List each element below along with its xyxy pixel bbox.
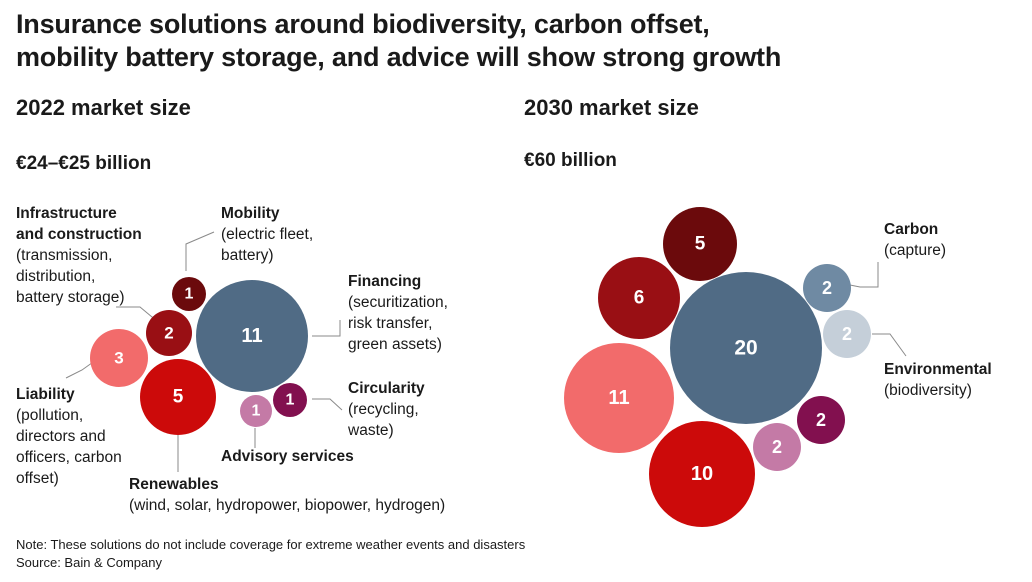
label-circularity-head: Circularity <box>348 380 425 397</box>
total-2022: €24–€25 billion <box>16 153 152 174</box>
label-liability-sub-4: offset) <box>16 470 59 487</box>
bubble-2030-liability <box>564 343 674 453</box>
bubble-value-2030-liability: 11 <box>608 387 629 409</box>
bubble-value-2022-financing: 11 <box>241 325 262 347</box>
label-carbon-head: Carbon <box>884 221 939 238</box>
leader-mobility <box>185 231 215 271</box>
label-mobility-sub-1: (electric fleet, <box>221 226 314 243</box>
label-environmental: Environmental (biodiversity) <box>884 359 992 401</box>
label-liability-head: Liability <box>16 386 75 403</box>
bubble-value-2030-carbon: 2 <box>822 278 832 298</box>
label-renewables-sub-1: (wind, solar, hydropower, biopower, hydr… <box>129 497 446 514</box>
label-advisory-head: Advisory services <box>221 448 354 465</box>
bubble-value-2022-advisory-services: 1 <box>252 403 261 420</box>
bubble-value-2030-circularity: 2 <box>816 410 826 430</box>
title-line-2: mobility battery storage, and advice wil… <box>16 42 782 72</box>
label-financing-sub-3: green assets) <box>348 336 442 353</box>
bubble-2030-advisory-services <box>753 423 801 471</box>
bubble-2030-environmental <box>823 310 871 358</box>
label-carbon-sub-1: (capture) <box>884 242 947 259</box>
label-liability-sub-3: officers, carbon <box>16 449 122 466</box>
bubble-2022-circularity <box>273 383 307 417</box>
label-liability: Liability (pollution, directors and offi… <box>16 384 122 489</box>
panel-title-2030: 2030 market size <box>524 95 699 120</box>
label-mobility-sub-2: battery) <box>221 247 274 264</box>
bubble-2022-mobility <box>172 277 206 311</box>
leader-lines <box>65 231 907 472</box>
leader-carbon <box>849 262 879 288</box>
label-liability-sub-2: directors and <box>16 428 106 445</box>
note-text: Note: These solutions do not include cov… <box>16 537 526 552</box>
bubble-value-2022-infrastructure-and-construction: 2 <box>164 324 173 343</box>
bubble-2030-mobility <box>663 207 737 281</box>
label-circularity-sub-1: (recycling, <box>348 401 419 418</box>
label-advisory: Advisory services <box>221 446 354 467</box>
bubble-value-2030-mobility: 5 <box>695 234 706 255</box>
leader-financing <box>312 320 341 337</box>
bubble-value-2022-liability: 3 <box>114 349 123 368</box>
leader-environmental <box>872 333 907 357</box>
bubble-value-2022-mobility: 1 <box>185 286 194 303</box>
bubble-2030-carbon <box>803 264 851 312</box>
label-environmental-sub-1: (biodiversity) <box>884 382 972 399</box>
bubble-2030-infrastructure-and-construction <box>598 257 680 339</box>
label-mobility: Mobility (electric fleet, battery) <box>221 203 313 266</box>
bubble-value-2022-circularity: 1 <box>286 392 295 409</box>
chart-title: Insurance solutions around biodiversity,… <box>16 8 1016 74</box>
label-carbon: Carbon (capture) <box>884 219 946 261</box>
bubble-value-2030-advisory-services: 2 <box>772 437 782 457</box>
label-financing: Financing (securitization, risk transfer… <box>348 271 448 355</box>
label-liability-sub-1: (pollution, <box>16 407 84 424</box>
bubble-2022-infrastructure-and-construction <box>146 310 192 356</box>
total-2030: €60 billion <box>524 150 617 171</box>
title-line-1: Insurance solutions around biodiversity,… <box>16 9 710 39</box>
label-renewables: Renewables (wind, solar, hydropower, bio… <box>129 474 445 516</box>
label-mobility-head: Mobility <box>221 205 280 222</box>
label-circularity-sub-2: waste) <box>348 422 394 439</box>
bubble-value-2030-renewables: 10 <box>691 463 713 485</box>
label-infrastructure-head-2: and construction <box>16 226 142 243</box>
label-infrastructure-sub-3: battery storage) <box>16 289 125 306</box>
footnotes: Note: These solutions do not include cov… <box>16 536 525 572</box>
bubble-2030-circularity <box>797 396 845 444</box>
bubble-2022-renewables <box>140 359 216 435</box>
label-financing-sub-1: (securitization, <box>348 294 448 311</box>
bubble-2030-financing <box>670 272 822 424</box>
bubble-value-2030-infrastructure-and-construction: 6 <box>634 288 645 309</box>
bubble-2022-financing <box>196 280 308 392</box>
label-financing-sub-2: risk transfer, <box>348 315 433 332</box>
label-financing-head: Financing <box>348 273 422 290</box>
leader-circularity <box>312 398 343 411</box>
source-text: Source: Bain & Company <box>16 555 162 570</box>
bubble-2030-renewables <box>649 421 755 527</box>
label-renewables-head: Renewables <box>129 476 219 493</box>
panel-title-2022: 2022 market size <box>16 95 191 120</box>
label-environmental-head: Environmental <box>884 361 992 378</box>
label-infrastructure-head-1: Infrastructure <box>16 205 117 222</box>
label-circularity: Circularity (recycling, waste) <box>348 378 425 441</box>
bubble-2022-liability <box>90 329 148 387</box>
bubble-value-2022-renewables: 5 <box>173 387 184 408</box>
label-infrastructure-sub-2: distribution, <box>16 268 96 285</box>
label-infrastructure-sub-1: (transmission, <box>16 247 113 264</box>
bubble-value-2030-financing: 20 <box>734 337 757 360</box>
bubble-2022-advisory-services <box>240 395 272 427</box>
label-infrastructure: Infrastructure and construction (transmi… <box>16 203 142 308</box>
leader-infrastructure <box>116 306 159 323</box>
bubble-value-2030-environmental: 2 <box>842 324 852 344</box>
